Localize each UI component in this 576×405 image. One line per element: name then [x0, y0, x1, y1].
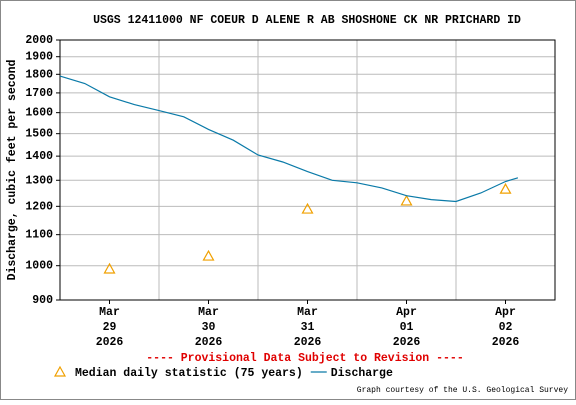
x-tick-label-line: 02 [499, 321, 513, 334]
annotation: ---- Provisional Data Subject to Revisio… [146, 352, 463, 365]
legend-label: Discharge [331, 367, 393, 380]
median-marker [499, 182, 512, 194]
median-marker [301, 202, 314, 214]
y-axis-label: Discharge, cubic feet per second [6, 59, 19, 280]
median-marker [202, 249, 215, 261]
x-tick-label-line: 31 [301, 321, 315, 334]
x-tick-label-line: 30 [202, 321, 216, 334]
legend-label: Median daily statistic (75 years) [75, 367, 303, 380]
y-tick-label: 1600 [25, 107, 53, 120]
x-tick-label-line: 2026 [96, 336, 124, 349]
y-tick-label: 900 [32, 294, 53, 307]
y-tick-label: 1100 [25, 229, 53, 242]
x-tick-label-line: 2026 [393, 336, 421, 349]
y-tick-label: 1200 [25, 200, 53, 213]
x-tick-label-line: Apr [495, 306, 516, 319]
y-tick-label: 1000 [25, 260, 53, 273]
plot-border [59, 39, 556, 301]
x-tick-label: Mar 31 2026 [294, 306, 322, 349]
x-tick-label-line: 2026 [492, 336, 520, 349]
plot-area [60, 40, 555, 300]
median-marker [103, 262, 116, 274]
x-tick-label: Mar 30 2026 [195, 306, 223, 349]
median-marker [400, 194, 413, 206]
x-tick-label-line: 2026 [195, 336, 223, 349]
chart-title: USGS 12411000 NF COEUR D ALENE R AB SHOS… [93, 14, 521, 27]
y-tick-label: 1300 [25, 174, 53, 187]
legend-marker [53, 365, 67, 377]
discharge-line [59, 75, 519, 203]
x-tick-label-line: 29 [103, 321, 117, 334]
y-tick-label: 1700 [25, 87, 53, 100]
x-tick-label: Apr 01 2026 [393, 306, 421, 349]
x-tick-label: Apr 02 2026 [492, 306, 520, 349]
x-tick-label-line: 01 [400, 321, 414, 334]
y-tick-label: 1800 [25, 68, 53, 81]
x-tick-label-line: Mar [99, 306, 120, 319]
credit: Graph courtesy of the U.S. Geological Su… [357, 386, 568, 395]
y-tick-label: 1900 [25, 51, 53, 64]
y-tick-label: 1400 [25, 150, 53, 163]
x-tick-label-line: 2026 [294, 336, 322, 349]
x-tick-label-line: Mar [297, 306, 318, 319]
y-tick-label: 1500 [25, 128, 53, 141]
x-tick-label: Mar 29 2026 [96, 306, 124, 349]
y-tick-label: 2000 [25, 34, 53, 47]
x-tick-label-line: Apr [396, 306, 417, 319]
x-tick-label-line: Mar [198, 306, 219, 319]
